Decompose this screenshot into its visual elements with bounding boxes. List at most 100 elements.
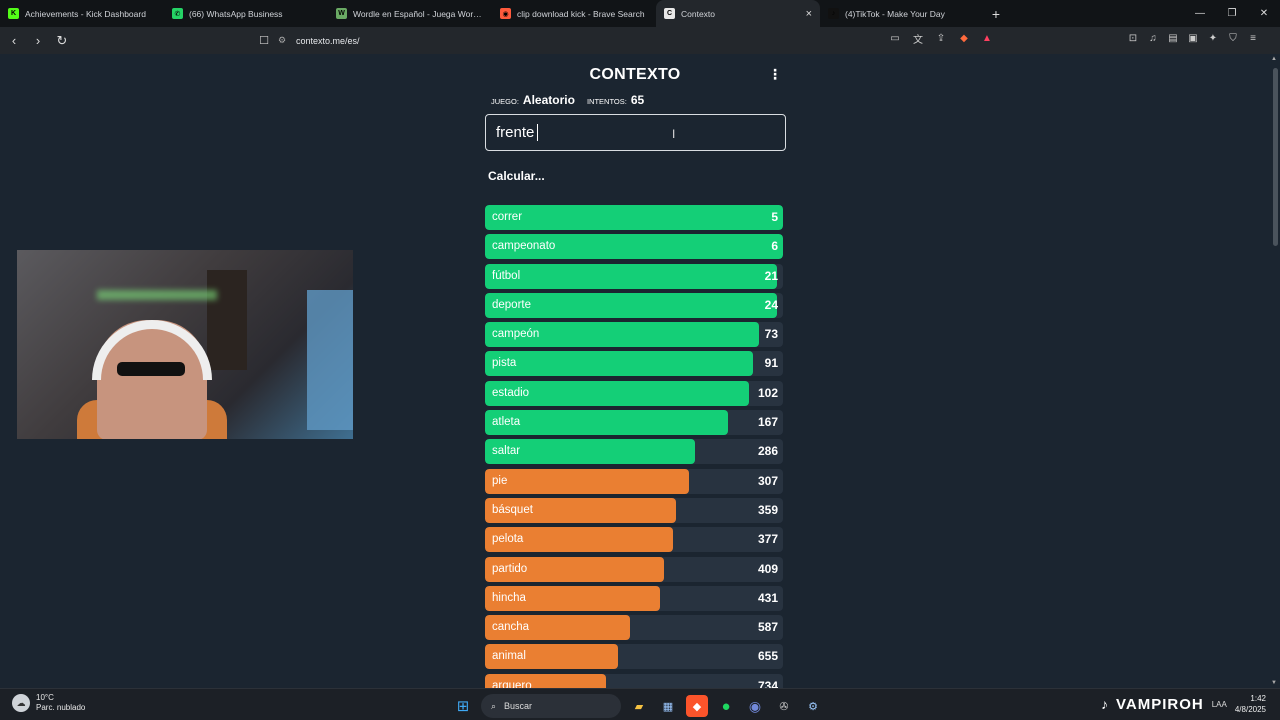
guess-row: cancha 587 xyxy=(485,615,783,641)
tab-1[interactable]: ✆ (66) WhatsApp Business xyxy=(164,0,328,27)
discord-icon[interactable]: ◉ xyxy=(748,697,762,714)
back-icon[interactable]: ‹ xyxy=(11,33,17,48)
temperature: 10°C xyxy=(36,693,54,702)
mouse-cursor-icon: I xyxy=(672,127,676,141)
guess-row: campeón 73 xyxy=(485,322,783,348)
guess-row: pelota 377 xyxy=(485,527,783,553)
guess-word: atleta xyxy=(492,416,521,429)
guess-bar xyxy=(485,497,676,523)
reload-icon[interactable]: ↻ xyxy=(56,32,68,48)
brave-icon[interactable]: ◆ xyxy=(686,695,708,717)
guess-input[interactable] xyxy=(485,114,786,151)
guess-word: animal xyxy=(492,650,526,663)
windows-start-icon[interactable]: ⊞ xyxy=(456,698,470,715)
text-caret xyxy=(537,124,538,141)
tray-lang[interactable]: LAA xyxy=(1211,699,1227,709)
guess-bar xyxy=(485,263,778,289)
wallet-icon[interactable]: ▣ xyxy=(1188,32,1198,44)
clock[interactable]: 1:42 4/8/2025 xyxy=(1235,693,1266,715)
more-options-icon[interactable]: ⋮ xyxy=(768,66,782,82)
spotify-icon[interactable]: ● xyxy=(721,697,731,715)
menu-icon[interactable]: ≡ xyxy=(1250,32,1256,44)
guess-rank: 167 xyxy=(757,415,778,430)
tab-title: Achievements - Kick Dashboard xyxy=(25,8,146,19)
weather-description: Parc. nublado xyxy=(36,703,86,712)
tiktok-logo-icon: ♪ xyxy=(1101,696,1108,712)
game-mode-value: Aleatorio xyxy=(522,93,575,107)
tab-2[interactable]: W Wordle en Español - Juega Wordle en xyxy=(328,0,492,27)
page-content: CONTEXTO ⋮ JUEGO: Aleatorio INTENTOS: 65… xyxy=(0,54,1270,688)
game-info: JUEGO: Aleatorio INTENTOS: 65 xyxy=(491,93,644,107)
taskbar-search[interactable]: ⌕ Buscar xyxy=(481,694,621,718)
guess-bar xyxy=(485,292,778,318)
guess-row: deporte 24 xyxy=(485,292,783,318)
app-icon[interactable]: ✇ xyxy=(779,700,789,713)
guess-word: estadio xyxy=(492,386,530,399)
guess-word: cancha xyxy=(492,621,530,634)
guess-word: partido xyxy=(492,562,528,575)
close-tab-icon[interactable]: × xyxy=(805,7,812,20)
guess-rank: 286 xyxy=(757,444,778,459)
leo-ai-icon[interactable]: ✦ xyxy=(1208,32,1218,44)
scroll-down-icon[interactable]: ▼ xyxy=(1271,680,1277,686)
brave-rewards-icon[interactable]: ▲ xyxy=(982,32,992,44)
bookmark-icon[interactable]: ☐ xyxy=(259,35,269,47)
restore-icon[interactable]: ❐ xyxy=(1227,8,1237,19)
sidebar-icon[interactable]: ▤ xyxy=(1168,32,1178,44)
address-bar[interactable]: ☐ ⚙ contexto.me/es/ xyxy=(254,30,1002,51)
window-controls: — ❐ ✕ xyxy=(1184,0,1280,27)
guess-word: saltar xyxy=(492,445,521,458)
weather-widget[interactable]: ☁ 10°C Parc. nublado xyxy=(12,693,85,713)
store-icon[interactable]: ▦ xyxy=(662,700,674,713)
wordle-icon: W xyxy=(336,8,347,19)
minimize-icon[interactable]: — xyxy=(1195,8,1205,19)
guess-row: básquet 359 xyxy=(485,497,783,523)
page-scrollbar[interactable]: ▲ ▼ xyxy=(1270,54,1280,688)
forward-icon[interactable]: › xyxy=(35,33,41,48)
status-text: Calcular... xyxy=(488,169,545,183)
tab-list: K Achievements - Kick Dashboard ✆ (66) What… xyxy=(0,0,984,27)
scroll-up-icon[interactable]: ▲ xyxy=(1271,56,1277,62)
guess-bar xyxy=(485,615,630,641)
tab-4[interactable]: C Contexto × xyxy=(656,0,820,27)
taskbar: ☁ 10°C Parc. nublado ⊞ ⌕ Buscar ▰ ▦ ◆ ● … xyxy=(0,688,1280,720)
brave-shields-icon[interactable]: ◆ xyxy=(960,32,968,44)
brave-search-icon: ◉ xyxy=(500,8,511,19)
tab-title: clip download kick - Brave Search xyxy=(517,8,645,19)
guess-word: campeón xyxy=(492,328,540,341)
url-text[interactable]: contexto.me/es/ xyxy=(296,35,360,46)
tab-5[interactable]: ♪ (4)TikTok - Make Your Day xyxy=(820,0,984,27)
guess-rank: 734 xyxy=(757,678,778,688)
guess-bar xyxy=(485,468,690,494)
guess-rank: 307 xyxy=(757,473,778,488)
screenshot-icon[interactable]: ⊡ xyxy=(1128,32,1138,44)
new-tab-button[interactable]: + xyxy=(991,5,1001,22)
close-window-icon[interactable]: ✕ xyxy=(1259,8,1269,19)
guess-row: arquero 734 xyxy=(485,673,783,688)
cast-icon[interactable]: ▭ xyxy=(890,32,900,44)
scrollbar-thumb[interactable] xyxy=(1273,68,1278,246)
address-bar-actions: ▭ 文 ⇪ ◆ ▲ xyxy=(888,31,994,46)
guess-rank: 102 xyxy=(757,385,778,400)
tab-title: Contexto xyxy=(681,8,716,19)
music-icon[interactable]: ♫ xyxy=(1149,32,1157,44)
settings-icon[interactable]: ⚙ xyxy=(808,700,818,713)
vpn-icon[interactable]: ⛉ xyxy=(1229,32,1237,44)
guess-row: pie 307 xyxy=(485,468,783,494)
guess-rank: 409 xyxy=(757,561,778,576)
translate-icon[interactable]: 文 xyxy=(913,34,923,46)
guess-rank: 73 xyxy=(764,327,778,342)
guess-list: correr 5 campeonato 6 fútbol 21 deporte 24 campe… xyxy=(485,205,783,688)
file-explorer-icon[interactable]: ▰ xyxy=(634,700,644,713)
guess-bar xyxy=(485,527,673,553)
tab-3[interactable]: ◉ clip download kick - Brave Search xyxy=(492,0,656,27)
tab-0[interactable]: K Achievements - Kick Dashboard xyxy=(0,0,164,27)
site-settings-icon[interactable]: ⚙ xyxy=(277,35,287,45)
guess-bar xyxy=(485,556,664,582)
guess-word: fútbol xyxy=(492,269,521,282)
guess-rank: 24 xyxy=(764,297,778,312)
share-icon[interactable]: ⇪ xyxy=(936,32,946,44)
guess-row: correr 5 xyxy=(485,205,783,230)
guess-row: partido 409 xyxy=(485,556,783,582)
guess-bar xyxy=(485,644,618,670)
